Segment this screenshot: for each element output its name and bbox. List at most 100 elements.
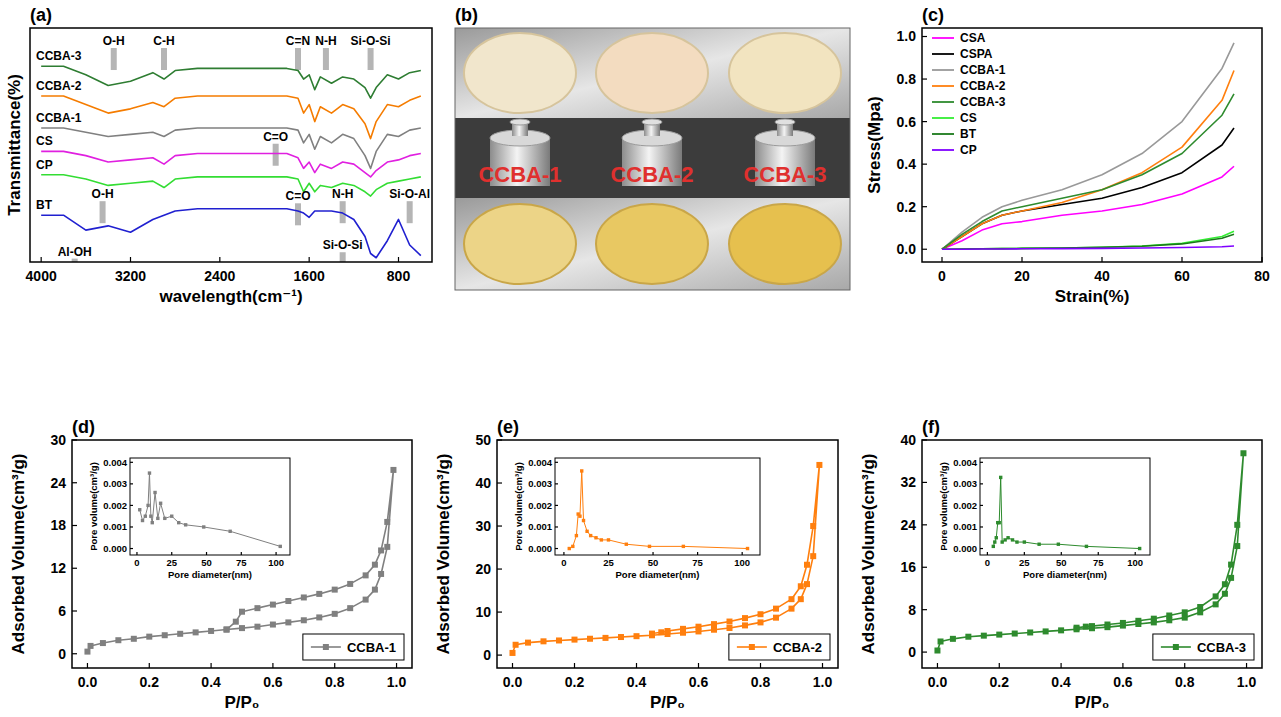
y-tick <box>72 525 77 526</box>
panel-letter: (a) <box>30 5 52 25</box>
data-point <box>384 519 390 525</box>
data-point <box>998 521 1001 524</box>
data-point <box>1213 601 1219 607</box>
y-tick <box>922 36 927 37</box>
x-axis-title: Strain(%) <box>1055 287 1130 306</box>
y-tick-label: 30 <box>475 518 491 534</box>
legend-label: CCBA-1 <box>347 640 396 655</box>
y-tick-label: 0 <box>908 644 916 660</box>
x-tick <box>698 663 699 668</box>
data-point <box>115 637 121 643</box>
panel-letter: (b) <box>455 5 478 25</box>
data-point <box>580 469 583 472</box>
data-point <box>1023 540 1026 543</box>
data-point <box>208 628 214 634</box>
weight-knob-top <box>642 119 662 125</box>
data-point <box>224 627 230 633</box>
x-tick-label: 0.0 <box>928 674 948 690</box>
x-tick-label: 1600 <box>294 268 325 284</box>
data-point <box>600 538 603 541</box>
x-tick <box>309 257 310 262</box>
x-tick <box>136 552 137 555</box>
chart: 0.00.20.40.60.81.00816243240P/P₀Adsorbed… <box>859 417 1262 712</box>
data-point <box>1240 450 1246 456</box>
data-point <box>594 536 597 539</box>
series-line <box>942 166 1234 249</box>
data-point <box>378 571 384 577</box>
y-tick-label: 24 <box>50 475 66 491</box>
x-tick <box>396 663 397 668</box>
panel-letter: (d) <box>72 417 95 437</box>
data-point <box>1222 591 1228 597</box>
chart: 0.00.20.40.60.81.00612182430P/P₀Adsorbed… <box>9 417 412 712</box>
legend-marker <box>749 644 755 650</box>
y-tick-label: 12 <box>50 560 66 576</box>
y-tick <box>72 439 77 440</box>
data-point <box>510 650 516 656</box>
y-tick-label: 0 <box>58 646 66 662</box>
y-tick <box>72 568 77 569</box>
y-tick-label: 24 <box>900 517 916 533</box>
data-point <box>996 632 1002 638</box>
data-point <box>1089 623 1095 629</box>
data-point <box>285 598 291 604</box>
data-point <box>649 631 655 637</box>
inset-background <box>130 458 290 555</box>
y-tick-label: 0.4 <box>897 156 917 172</box>
legend-label: CSPA <box>960 47 993 61</box>
y-tick <box>497 439 502 440</box>
x-tick-label: 3200 <box>115 268 146 284</box>
y-tick <box>922 651 927 652</box>
annotation: C-H <box>153 34 174 48</box>
legend-key <box>932 117 954 119</box>
x-axis-title: P/P₀ <box>224 693 259 712</box>
chart: 4000320024001600800wavelength(cm⁻¹)Trans… <box>5 5 432 306</box>
x-tick-label: 0.2 <box>565 674 585 690</box>
y-axis-title: Stress(Mpa) <box>865 96 884 193</box>
x-tick-label: 0 <box>134 557 139 568</box>
x-tick <box>941 257 942 262</box>
x-tick <box>1061 552 1062 555</box>
data-point <box>816 462 822 468</box>
data-point <box>1135 618 1141 624</box>
band-marker <box>295 48 301 70</box>
data-point <box>773 615 779 621</box>
inset-chart: 02550751000.0000.0010.0020.0030.004Pore … <box>938 457 1150 580</box>
data-point <box>141 519 144 522</box>
series-label: BT <box>36 198 53 212</box>
data-point <box>363 597 369 603</box>
series-label: CP <box>36 158 53 172</box>
data-point <box>1015 540 1018 543</box>
y-tick-label: 0.003 <box>103 478 127 489</box>
tray <box>455 198 850 290</box>
x-tick-label: 50 <box>648 557 659 568</box>
data-point <box>151 521 154 524</box>
photo-frame <box>455 28 850 290</box>
legend-key <box>932 149 954 151</box>
data-point <box>1037 543 1040 546</box>
inset-chart: 02550751000.0000.0010.0020.0030.004Pore … <box>88 457 290 580</box>
data-point <box>742 615 748 621</box>
photo-label: CCBA-2 <box>610 162 693 187</box>
annotation: C=O <box>263 130 288 144</box>
legend-marker <box>323 644 329 650</box>
y-tick <box>497 654 502 655</box>
x-tick-label: 1.0 <box>387 674 407 690</box>
legend-label: BT <box>960 127 977 141</box>
x-tick-label: 800 <box>387 268 411 284</box>
x-tick <box>1101 257 1102 262</box>
data-point <box>1006 536 1009 539</box>
data-point <box>798 583 804 589</box>
y-tick <box>72 610 77 611</box>
data-point <box>746 547 749 550</box>
y-tick <box>497 611 502 612</box>
data-point <box>378 547 384 553</box>
photo: CCBA-1CCBA-2CCBA-3(b) <box>455 5 850 290</box>
data-point <box>578 515 581 518</box>
data-point <box>773 606 779 612</box>
x-tick-label: 50 <box>201 557 212 568</box>
y-tick-label: 10 <box>475 604 491 620</box>
data-point <box>658 629 664 635</box>
data-point <box>84 649 90 655</box>
data-point <box>1234 543 1240 549</box>
